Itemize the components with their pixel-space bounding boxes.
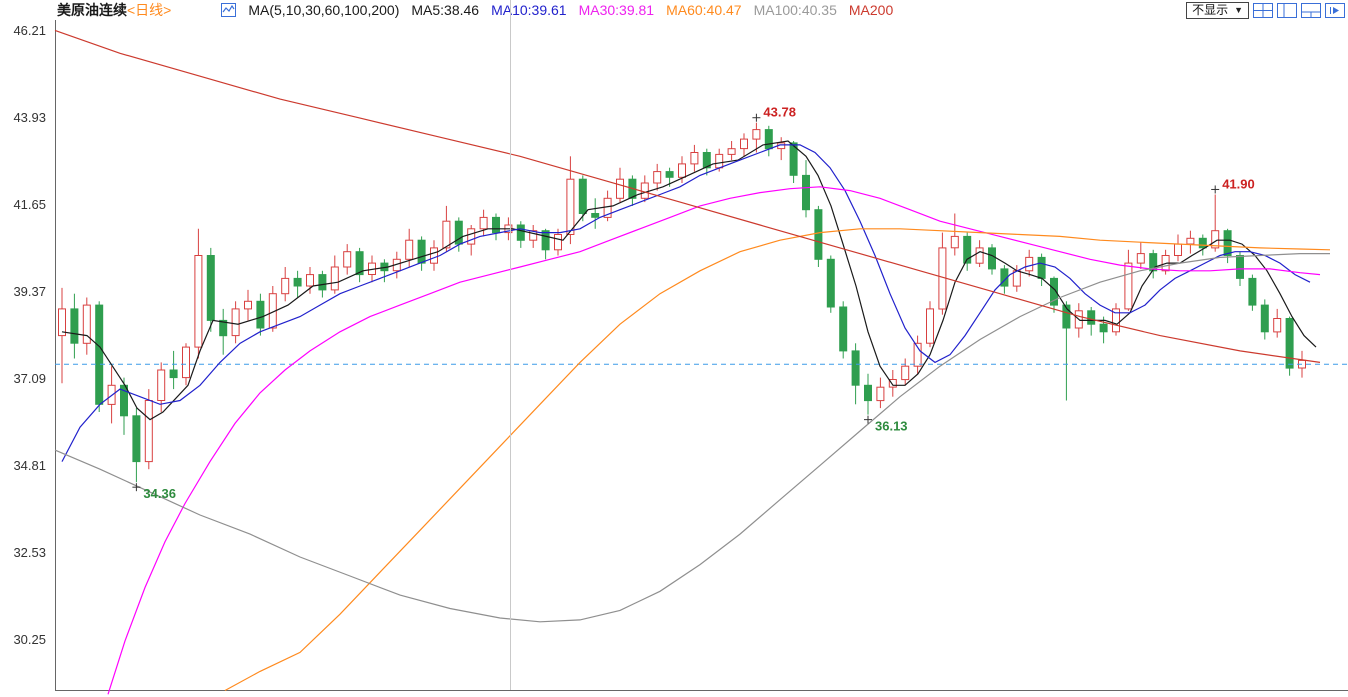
- dual-vertical-layout-button[interactable]: [1277, 2, 1297, 19]
- svg-text:43.78: 43.78: [763, 105, 796, 120]
- ma-settings-label[interactable]: MA(5,10,30,60,100,200): [248, 2, 400, 18]
- svg-text:46.21: 46.21: [13, 23, 46, 38]
- quad-layout-button[interactable]: [1253, 2, 1273, 19]
- svg-text:34.36: 34.36: [143, 486, 176, 501]
- ma60-value: MA60:40.47: [666, 2, 742, 18]
- svg-text:41.90: 41.90: [1222, 177, 1255, 192]
- chart-header: 美原油连续 <日线> MA(5,10,30,60,100,200) MA5:38…: [0, 0, 1348, 20]
- ma200-value: MA200: [848, 2, 894, 18]
- instrument-title: 美原油连续: [57, 2, 127, 18]
- svg-text:43.93: 43.93: [13, 110, 46, 125]
- dual-horizontal-layout-icon: [1301, 2, 1321, 18]
- ma100-value: MA100:40.35: [753, 2, 837, 18]
- svg-text:30.25: 30.25: [13, 632, 46, 647]
- quad-layout-icon: [1253, 2, 1273, 18]
- period-label[interactable]: <日线>: [127, 2, 172, 18]
- y-axis: 46.21 43.93 41.65 39.37 37.09 34.81 32.53 30.25: [13, 20, 1348, 691]
- candlesticks: [58, 122, 1306, 483]
- svg-text:36.13: 36.13: [875, 419, 908, 434]
- svg-text:37.09: 37.09: [13, 371, 46, 386]
- ma10-value: MA10:39.61: [491, 2, 567, 18]
- svg-text:34.81: 34.81: [13, 458, 46, 473]
- dual-horizontal-layout-button[interactable]: [1301, 2, 1321, 19]
- ma30-value: MA30:39.81: [578, 2, 655, 18]
- svg-text:39.37: 39.37: [13, 284, 46, 299]
- chart-toolbar: 不显示 ▼: [1186, 2, 1345, 19]
- price-annotations: 43.78 41.90 36.13 34.36: [132, 105, 1255, 501]
- ma5-value: MA5:38.46: [411, 2, 480, 18]
- kline-icon: [221, 3, 237, 17]
- next-layout-button[interactable]: [1325, 2, 1345, 19]
- session-separator-line: [510, 0, 511, 690]
- instrument-title-group: 美原油连续 <日线>: [57, 0, 171, 20]
- chevron-down-icon: ▼: [1234, 5, 1243, 15]
- ma-lines: [54, 29, 1331, 695]
- next-layout-icon: [1325, 2, 1345, 18]
- dual-vertical-layout-icon: [1277, 2, 1297, 18]
- svg-text:41.65: 41.65: [13, 197, 46, 212]
- display-mode-dropdown[interactable]: 不显示 ▼: [1186, 2, 1249, 19]
- dropdown-label: 不显示: [1192, 3, 1229, 17]
- svg-text:32.53: 32.53: [13, 545, 46, 560]
